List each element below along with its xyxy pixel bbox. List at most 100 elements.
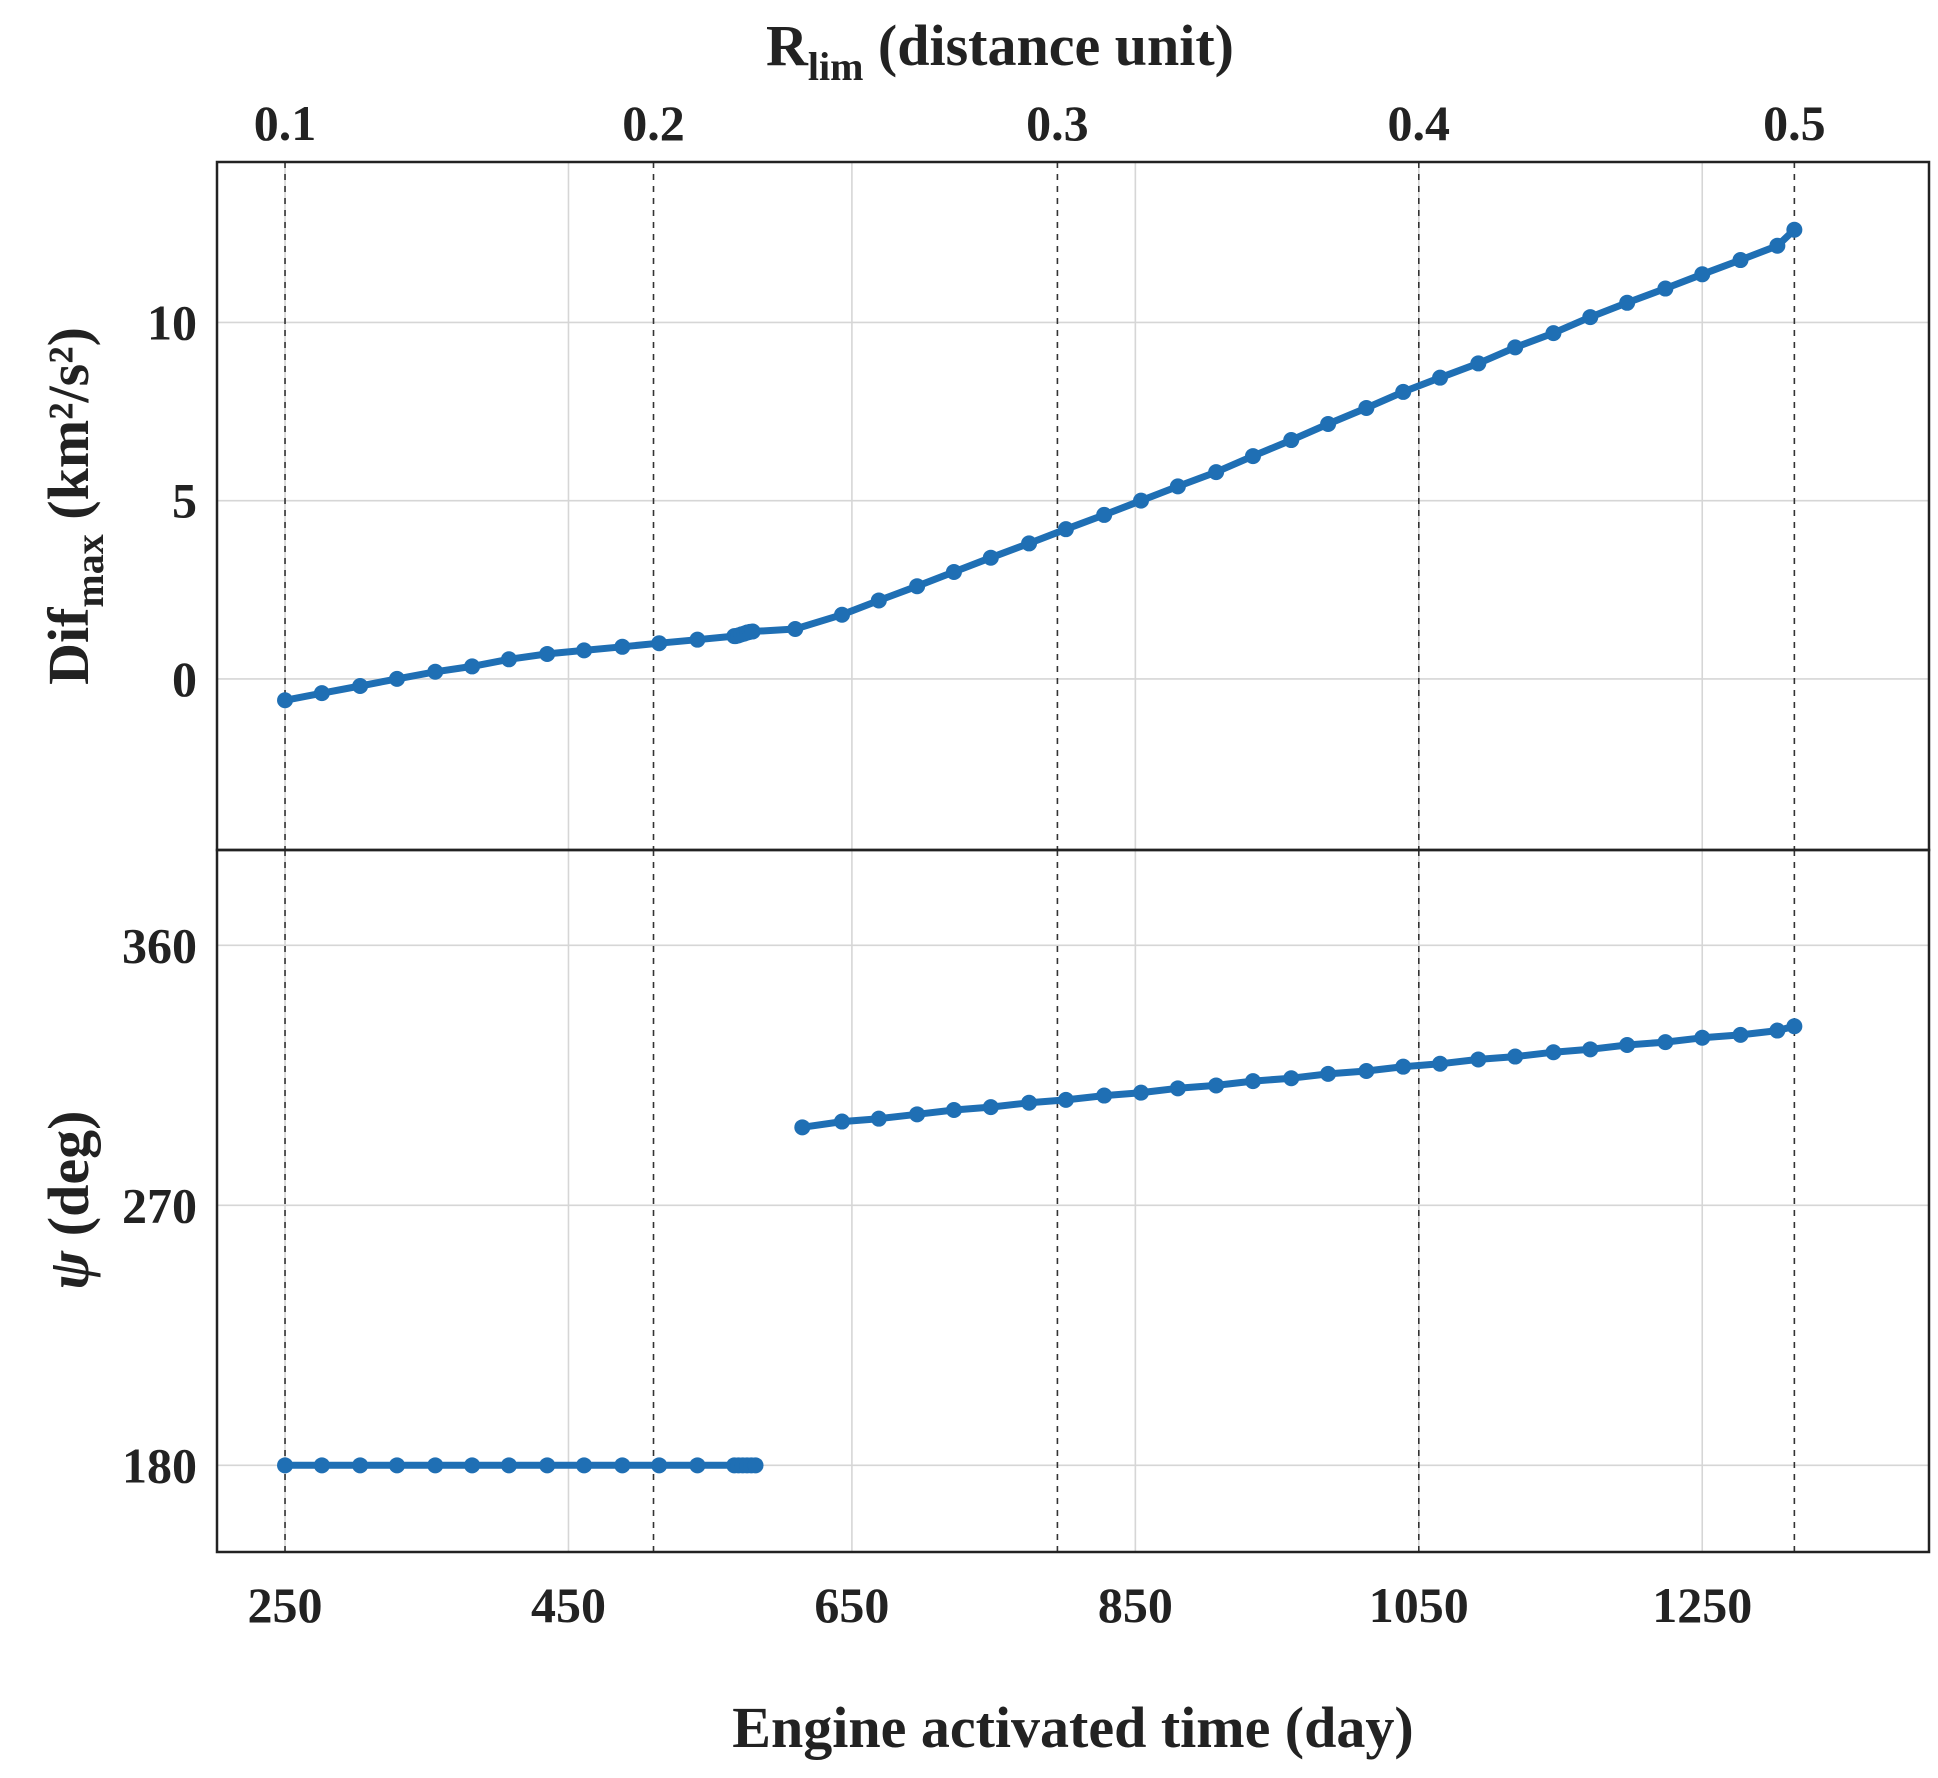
- data-point: [1395, 383, 1412, 400]
- data-point: [1507, 339, 1524, 356]
- data-point: [352, 678, 369, 695]
- data-point: [1786, 221, 1803, 238]
- frame-layer: [215, 160, 1931, 1554]
- data-point: [909, 1106, 926, 1123]
- data-point: [744, 623, 761, 640]
- y-tick-label: 5: [172, 473, 197, 529]
- top-tick-label: 0.2: [622, 95, 685, 151]
- x-tick-label: 1250: [1652, 1577, 1752, 1633]
- data-point: [1283, 1070, 1300, 1087]
- data-point: [500, 651, 517, 668]
- data-point: [427, 663, 444, 680]
- top-axis-title: Rlim (distance unit): [766, 13, 1234, 89]
- x-tick-label: 850: [1098, 1577, 1173, 1633]
- data-point: [1582, 309, 1599, 326]
- data-point: [1732, 252, 1749, 269]
- data-point: [945, 1102, 962, 1118]
- data-point: [313, 685, 330, 702]
- data-point: [500, 1457, 517, 1474]
- data-point: [1694, 266, 1711, 283]
- data-point: [464, 1457, 481, 1474]
- data-point: [1619, 294, 1636, 311]
- y-tick-label: 360: [122, 917, 197, 973]
- series-layer: [277, 221, 1803, 1474]
- data-point: [1208, 1077, 1225, 1094]
- data-point: [277, 692, 294, 709]
- data-point: [1657, 1034, 1674, 1051]
- data-point: [1021, 1094, 1038, 1111]
- data-point: [794, 1119, 811, 1136]
- grid-layer: [217, 162, 1929, 1552]
- data-point: [689, 631, 706, 648]
- data-point: [277, 1457, 294, 1474]
- top-tick-label: 0.3: [1026, 95, 1089, 151]
- data-point: [1244, 1073, 1261, 1090]
- data-point: [1470, 1051, 1487, 1068]
- data-point: [313, 1457, 330, 1474]
- data-point: [1057, 1091, 1074, 1108]
- series-line: [281, 226, 1798, 704]
- data-point: [1021, 535, 1038, 552]
- data-point: [1358, 1063, 1375, 1079]
- data-point: [1619, 1037, 1636, 1053]
- data-point: [539, 645, 556, 662]
- data-point: [1096, 1087, 1113, 1104]
- data-point: [909, 578, 926, 595]
- data-point: [1769, 237, 1786, 254]
- data-point: [1769, 1022, 1786, 1039]
- data-point: [870, 1110, 887, 1127]
- data-point: [1694, 1029, 1711, 1046]
- top-tick-label: 0.1: [254, 95, 317, 151]
- data-point: [1208, 464, 1225, 481]
- data-point: [614, 1457, 631, 1474]
- x-tick-label: 450: [531, 1577, 606, 1633]
- top-panel-frame: [215, 160, 1931, 852]
- data-point: [833, 606, 850, 623]
- data-point: [833, 1113, 850, 1130]
- data-point: [651, 1457, 668, 1474]
- data-point: [1432, 1055, 1449, 1072]
- data-point: [388, 670, 405, 687]
- top-tick-label: 0.4: [1388, 95, 1451, 151]
- data-point: [1057, 521, 1074, 538]
- x-tick-label: 650: [814, 1577, 889, 1633]
- x-tick-label: 250: [248, 1577, 323, 1633]
- data-point: [1657, 280, 1674, 297]
- data-point: [651, 635, 668, 652]
- data-point: [787, 620, 804, 637]
- data-point: [1470, 355, 1487, 372]
- data-point: [1320, 416, 1337, 433]
- data-point: [870, 592, 887, 609]
- data-point: [427, 1457, 444, 1474]
- bottom-panel-ylabel: ψ (deg): [36, 1111, 101, 1290]
- data-point: [464, 658, 481, 675]
- series-line: [798, 1022, 1798, 1131]
- y-tick-label: 270: [122, 1177, 197, 1233]
- data-point: [982, 549, 999, 566]
- bottom-panel-frame: [215, 848, 1931, 1554]
- data-point: [576, 642, 593, 659]
- data-point: [1507, 1048, 1524, 1065]
- labels-layer: Rlim (distance unit) Engine activated ti…: [36, 13, 1826, 1760]
- top-panel-ylabel: Difmax (km²/s²): [36, 327, 112, 685]
- data-point: [1395, 1058, 1412, 1075]
- data-point: [1545, 1044, 1562, 1061]
- data-point: [689, 1457, 706, 1474]
- data-point: [1582, 1041, 1599, 1058]
- data-point: [614, 638, 631, 655]
- data-point: [1133, 1084, 1150, 1101]
- top-tick-label: 0.5: [1763, 95, 1826, 151]
- data-point: [1320, 1065, 1337, 1082]
- y-tick-label: 180: [122, 1437, 197, 1493]
- data-point: [1133, 492, 1150, 509]
- data-point: [539, 1457, 556, 1474]
- data-point: [388, 1457, 405, 1474]
- y-tick-label: 0: [172, 651, 197, 707]
- data-point: [576, 1457, 593, 1474]
- data-point: [1283, 432, 1300, 449]
- data-point: [352, 1457, 369, 1474]
- data-point: [1358, 399, 1375, 416]
- data-point: [747, 1457, 764, 1474]
